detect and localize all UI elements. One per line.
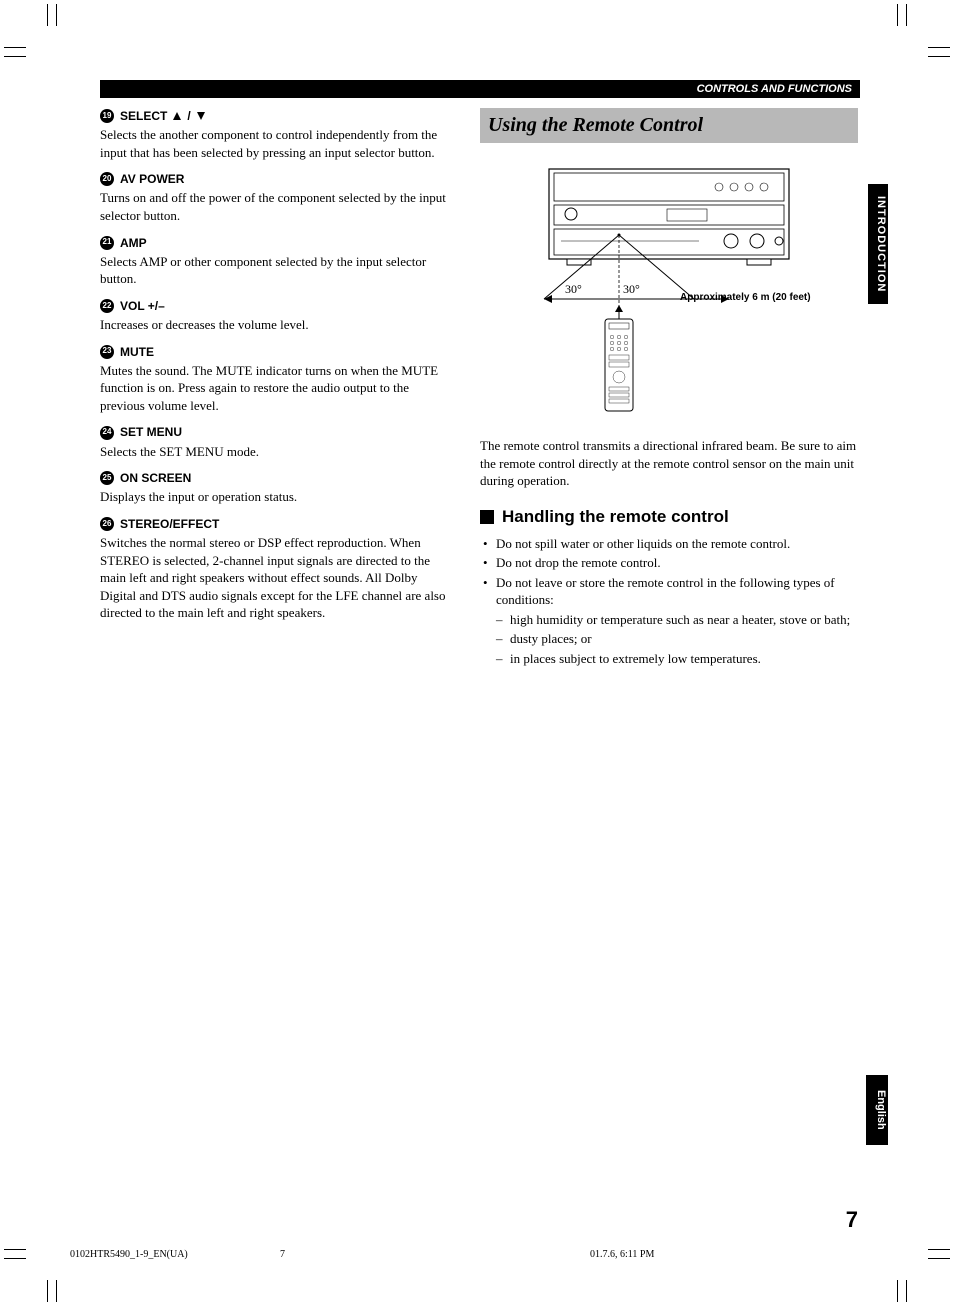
two-columns: 19 SELECT / Selects the another componen… bbox=[100, 108, 860, 669]
list-item: in places subject to extremely low tempe… bbox=[480, 650, 858, 668]
num-icon: 21 bbox=[100, 236, 114, 250]
triangle-down-icon bbox=[197, 108, 205, 124]
subheading-text: Handling the remote control bbox=[502, 506, 729, 529]
list-item: Do not spill water or other liquids on t… bbox=[480, 535, 858, 553]
angle-right: 30° bbox=[623, 281, 640, 297]
subheading: Handling the remote control bbox=[480, 506, 858, 529]
item-amp: 21 AMP Selects AMP or other component se… bbox=[100, 235, 452, 288]
item-mute: 23 MUTE Mutes the sound. The MUTE indica… bbox=[100, 344, 452, 415]
item-body: Switches the normal stereo or DSP effect… bbox=[100, 534, 452, 622]
item-av-power: 20 AV POWER Turns on and off the power o… bbox=[100, 171, 452, 224]
diagram-svg bbox=[499, 159, 839, 417]
breadcrumb: CONTROLS AND FUNCTIONS bbox=[697, 83, 852, 95]
item-body: Turns on and off the power of the compon… bbox=[100, 189, 452, 224]
num-icon: 19 bbox=[100, 109, 114, 123]
list-item: high humidity or temperature such as nea… bbox=[480, 611, 858, 629]
list-item: Do not drop the remote control. bbox=[480, 554, 858, 572]
num-icon: 22 bbox=[100, 299, 114, 313]
num-icon: 24 bbox=[100, 426, 114, 440]
num-icon: 20 bbox=[100, 172, 114, 186]
footer-doc-id: 0102HTR5490_1-9_EN(UA) bbox=[70, 1248, 280, 1262]
intro-paragraph: The remote control transmits a direction… bbox=[480, 437, 858, 490]
item-title: SET MENU bbox=[120, 424, 182, 440]
triangle-up-icon bbox=[173, 108, 181, 124]
num-icon: 26 bbox=[100, 517, 114, 531]
handling-bullets: Do not spill water or other liquids on t… bbox=[480, 535, 858, 609]
page-number: 7 bbox=[846, 1205, 858, 1235]
item-title: AMP bbox=[120, 235, 147, 251]
item-body: Selects the another component to control… bbox=[100, 126, 452, 161]
item-body: Displays the input or operation status. bbox=[100, 488, 452, 506]
handling-sublist: high humidity or temperature such as nea… bbox=[480, 611, 858, 668]
item-select: 19 SELECT / Selects the another componen… bbox=[100, 108, 452, 161]
item-title: STEREO/EFFECT bbox=[120, 516, 219, 532]
distance-label: Approximately 6 m (20 feet) bbox=[680, 291, 811, 305]
item-vol: 22 VOL +/– Increases or decreases the vo… bbox=[100, 298, 452, 334]
footer: 0102HTR5490_1-9_EN(UA) 7 01.7.6, 6:11 PM bbox=[70, 1248, 890, 1262]
section-tab: INTRODUCTION bbox=[868, 184, 888, 304]
section-title: Using the Remote Control bbox=[480, 108, 858, 143]
language-tab: English bbox=[866, 1075, 888, 1145]
list-item: Do not leave or store the remote control… bbox=[480, 574, 858, 609]
item-title: VOL +/– bbox=[120, 298, 165, 314]
right-column: Using the Remote Control bbox=[480, 108, 858, 669]
header-bar: CONTROLS AND FUNCTIONS bbox=[100, 80, 860, 98]
remote-diagram: 30° 30° Approximately 6 m (20 feet) bbox=[480, 159, 858, 419]
item-title: AV POWER bbox=[120, 171, 184, 187]
square-bullet-icon bbox=[480, 510, 494, 524]
item-set-menu: 24 SET MENU Selects the SET MENU mode. bbox=[100, 424, 452, 460]
footer-datetime: 01.7.6, 6:11 PM bbox=[590, 1248, 890, 1262]
item-title: MUTE bbox=[120, 344, 154, 360]
item-on-screen: 25 ON SCREEN Displays the input or opera… bbox=[100, 470, 452, 506]
item-stereo-effect: 26 STEREO/EFFECT Switches the normal ste… bbox=[100, 516, 452, 622]
item-title: ON SCREEN bbox=[120, 470, 191, 486]
item-body: Selects AMP or other component selected … bbox=[100, 253, 452, 288]
footer-page: 7 bbox=[280, 1248, 590, 1262]
left-column: 19 SELECT / Selects the another componen… bbox=[100, 108, 452, 669]
list-item: dusty places; or bbox=[480, 630, 858, 648]
num-icon: 25 bbox=[100, 471, 114, 485]
item-title: SELECT bbox=[120, 108, 167, 124]
item-body: Increases or decreases the volume level. bbox=[100, 316, 452, 334]
angle-left: 30° bbox=[565, 281, 582, 297]
item-body: Mutes the sound. The MUTE indicator turn… bbox=[100, 362, 452, 415]
num-icon: 23 bbox=[100, 345, 114, 359]
item-body: Selects the SET MENU mode. bbox=[100, 443, 452, 461]
page-content: CONTROLS AND FUNCTIONS 19 SELECT / Selec… bbox=[100, 80, 860, 669]
